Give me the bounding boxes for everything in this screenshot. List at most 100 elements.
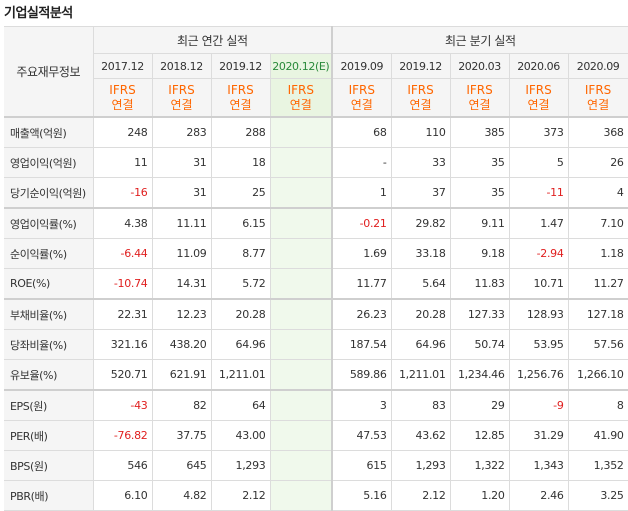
metric-value: 2.12 — [390, 480, 451, 511]
accounting-standard: IFRS 연결 — [567, 78, 628, 118]
metric-value: 1,322 — [449, 450, 510, 481]
metric-value: 4.38 — [92, 207, 153, 239]
metric-label: 영업이익(억원) — [4, 147, 94, 178]
metric-value: 5 — [508, 147, 569, 178]
metric-value: 438.20 — [151, 329, 212, 360]
metric-value: 35 — [449, 147, 510, 178]
metric-value: 373 — [508, 116, 569, 148]
metric-value: 283 — [151, 116, 212, 148]
metric-value: 110 — [390, 116, 451, 148]
metric-value: 31 — [151, 177, 212, 209]
consolidation-label: 연결 — [468, 97, 491, 112]
metric-label: 순이익률(%) — [4, 238, 94, 269]
table-row: 매출액(억원) 248 283 288 68 110 385 373 368 — [4, 116, 628, 148]
metric-value: 68 — [331, 116, 392, 148]
metric-value — [269, 420, 333, 451]
metric-value: -9 — [508, 389, 569, 421]
metric-value: 11 — [92, 147, 153, 178]
metric-value: 57.56 — [567, 329, 628, 360]
metric-value: 1 — [331, 177, 392, 209]
table-row: 당기순이익(억원) -16 31 25 1 37 35 -11 4 — [4, 177, 628, 209]
accounting-standard: IFRS 연결 — [449, 78, 510, 118]
metric-value: 1,352 — [567, 450, 628, 481]
metric-value: 321.16 — [92, 329, 153, 360]
metric-value — [269, 298, 333, 330]
metric-value: 8 — [567, 389, 628, 421]
metric-value: 2.46 — [508, 480, 569, 511]
metric-value: 31 — [151, 147, 212, 178]
metric-value: 18 — [210, 147, 271, 178]
metric-value: 9.11 — [449, 207, 510, 239]
metric-value: 25 — [210, 177, 271, 209]
metric-value: 5.72 — [210, 268, 271, 300]
metric-value: -76.82 — [92, 420, 153, 451]
metric-value — [269, 116, 333, 148]
metric-value: 1.18 — [567, 238, 628, 269]
metric-value: 1,211.01 — [210, 359, 271, 391]
metric-value: 385 — [449, 116, 510, 148]
metric-value: 187.54 — [331, 329, 392, 360]
metric-value: 6.15 — [210, 207, 271, 239]
period-header: 2019.12 — [390, 53, 451, 79]
metric-value: 20.28 — [210, 298, 271, 330]
metric-value: 64.96 — [210, 329, 271, 360]
metric-value: 546 — [92, 450, 153, 481]
metric-label: 부채비율(%) — [4, 298, 94, 330]
metric-value — [269, 389, 333, 421]
metric-value: 1,293 — [210, 450, 271, 481]
consolidation-label: 연결 — [350, 97, 373, 112]
metric-value: 33.18 — [390, 238, 451, 269]
period-header: 2020.09 — [567, 53, 628, 79]
metric-value: 37.75 — [151, 420, 212, 451]
metric-value: 1.20 — [449, 480, 510, 511]
accounting-standard: IFRS 연결 — [508, 78, 569, 118]
metric-value: 520.71 — [92, 359, 153, 391]
metric-value: 1,256.76 — [508, 359, 569, 391]
period-header: 2020.06 — [508, 53, 569, 79]
standard-label: IFRS — [287, 82, 314, 97]
metric-value: -16 — [92, 177, 153, 209]
metric-value: 41.90 — [567, 420, 628, 451]
accounting-standard: IFRS 연결 — [269, 78, 333, 118]
accounting-standard: IFRS 연결 — [210, 78, 271, 118]
metric-label: PER(배) — [4, 420, 94, 451]
table-row: BPS(원) 546 645 1,293 615 1,293 1,322 1,343 1,352 — [4, 450, 628, 481]
metric-value: 83 — [390, 389, 451, 421]
metric-label: BPS(원) — [4, 450, 94, 481]
metric-value: 1,266.10 — [567, 359, 628, 391]
accounting-standard: IFRS 연결 — [331, 78, 392, 118]
table-row: 부채비율(%) 22.31 12.23 20.28 26.23 20.28 127.33 12… — [4, 298, 628, 330]
metric-value: 1,211.01 — [390, 359, 451, 391]
metric-value: 7.10 — [567, 207, 628, 239]
metric-value: 621.91 — [151, 359, 212, 391]
standard-label: IFRS — [466, 82, 493, 97]
period-header: 2019.09 — [331, 53, 392, 79]
period-header: 2020.12(E) — [269, 53, 333, 79]
metric-label: 당좌비율(%) — [4, 329, 94, 360]
annual-group-header: 최근 연간 실적 — [92, 26, 333, 54]
metric-value: 53.95 — [508, 329, 569, 360]
metric-value: 8.77 — [210, 238, 271, 269]
metric-value: 4.82 — [151, 480, 212, 511]
metric-value: 29.82 — [390, 207, 451, 239]
consolidation-label: 연결 — [111, 97, 134, 112]
metric-value: 1.69 — [331, 238, 392, 269]
metric-value: 589.86 — [331, 359, 392, 391]
table-row: PER(배) -76.82 37.75 43.00 47.53 43.62 12.85 31.… — [4, 420, 628, 451]
metric-value: 14.31 — [151, 268, 212, 300]
metric-value: 2.12 — [210, 480, 271, 511]
metric-value: 29 — [449, 389, 510, 421]
metric-label: 매출액(억원) — [4, 116, 94, 148]
metric-value: 645 — [151, 450, 212, 481]
metric-value: - — [331, 147, 392, 178]
standard-label: IFRS — [407, 82, 434, 97]
metric-value: 64 — [210, 389, 271, 421]
metric-value: -2.94 — [508, 238, 569, 269]
financial-table: 주요재무정보 최근 연간 실적 최근 분기 실적 2017.12 2018.12 2… — [4, 26, 628, 511]
metric-value — [269, 480, 333, 511]
standard-label: IFRS — [168, 82, 195, 97]
metric-value — [269, 329, 333, 360]
metric-value: 64.96 — [390, 329, 451, 360]
metric-value: 26 — [567, 147, 628, 178]
consolidation-label: 연결 — [289, 97, 312, 112]
